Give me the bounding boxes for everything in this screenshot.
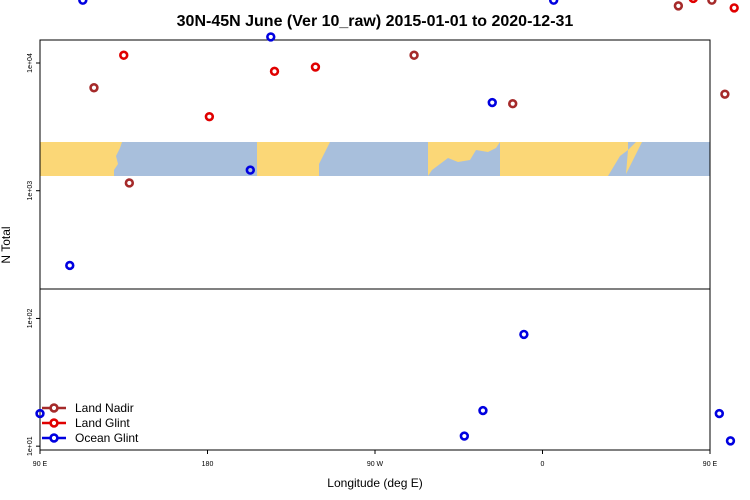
ocean-glint-point bbox=[725, 436, 736, 446]
x-axis: 90 E 180 90 W 0 90 E bbox=[33, 450, 718, 468]
y-tick-label: 1e+02 bbox=[27, 309, 34, 329]
ocean-glint-point bbox=[459, 431, 470, 441]
legend-label: Land Nadir bbox=[75, 401, 134, 415]
ocean-glint-point bbox=[65, 260, 75, 271]
ocean-glint-point bbox=[487, 97, 497, 108]
legend-label: Ocean Glint bbox=[75, 431, 139, 445]
land-region-japan bbox=[108, 142, 122, 176]
land-region-east-coast bbox=[319, 142, 330, 164]
ocean-glint-point bbox=[35, 408, 45, 419]
ocean-glint-point bbox=[478, 405, 488, 416]
land-nadir-point bbox=[673, 1, 684, 11]
y-tick-label: 1e+04 bbox=[27, 53, 34, 73]
legend-marker bbox=[49, 433, 59, 443]
land-region-europe bbox=[428, 142, 500, 176]
land-nadir-point bbox=[89, 83, 99, 93]
x-tick-label: 90 E bbox=[33, 461, 48, 468]
x-tick-label: 90 W bbox=[367, 461, 384, 468]
land-glint-point bbox=[204, 111, 215, 122]
land-nadir-point bbox=[409, 50, 419, 60]
land-glint-point bbox=[688, 0, 698, 4]
land-glint-point bbox=[269, 66, 280, 77]
land-nadir-point bbox=[720, 89, 730, 99]
chart-title: 30N-45N June (Ver 10_raw) 2015-01-01 to … bbox=[177, 13, 574, 30]
plot-frame bbox=[39, 39, 711, 451]
ocean-glint-point bbox=[266, 32, 276, 42]
world-map-band bbox=[40, 142, 710, 176]
land-region-japan-repeat bbox=[626, 142, 642, 174]
land-region-central-asia bbox=[500, 142, 628, 176]
x-tick-label: 90 E bbox=[703, 461, 718, 468]
x-tick-label: 180 bbox=[202, 461, 214, 468]
ocean-glint-point bbox=[714, 408, 725, 419]
land-region-north-america bbox=[257, 142, 319, 176]
y-tick-label: 1e+01 bbox=[27, 436, 34, 456]
legend-label: Land Glint bbox=[75, 416, 130, 430]
land-glint-point bbox=[119, 50, 129, 60]
y-axis-label: N Total bbox=[0, 226, 13, 263]
land-region-asia bbox=[40, 142, 114, 176]
land-glint-point bbox=[310, 62, 321, 72]
y-tick-label: 1e+03 bbox=[27, 181, 34, 201]
x-tick-label: 0 bbox=[541, 461, 545, 468]
ocean-glint-point bbox=[78, 0, 88, 5]
legend-marker bbox=[49, 403, 59, 413]
x-axis-label: Longitude (deg E) bbox=[327, 476, 422, 490]
land-nadir-point bbox=[124, 178, 135, 188]
ocean-glint-point bbox=[519, 329, 529, 340]
data-points bbox=[35, 0, 739, 446]
ocean-glint-point bbox=[245, 165, 256, 175]
ocean-glint-point bbox=[548, 0, 559, 5]
land-nadir-point bbox=[508, 99, 518, 109]
land-nadir-point bbox=[707, 0, 717, 5]
land-glint-point bbox=[729, 3, 739, 13]
legend-marker bbox=[49, 418, 59, 428]
